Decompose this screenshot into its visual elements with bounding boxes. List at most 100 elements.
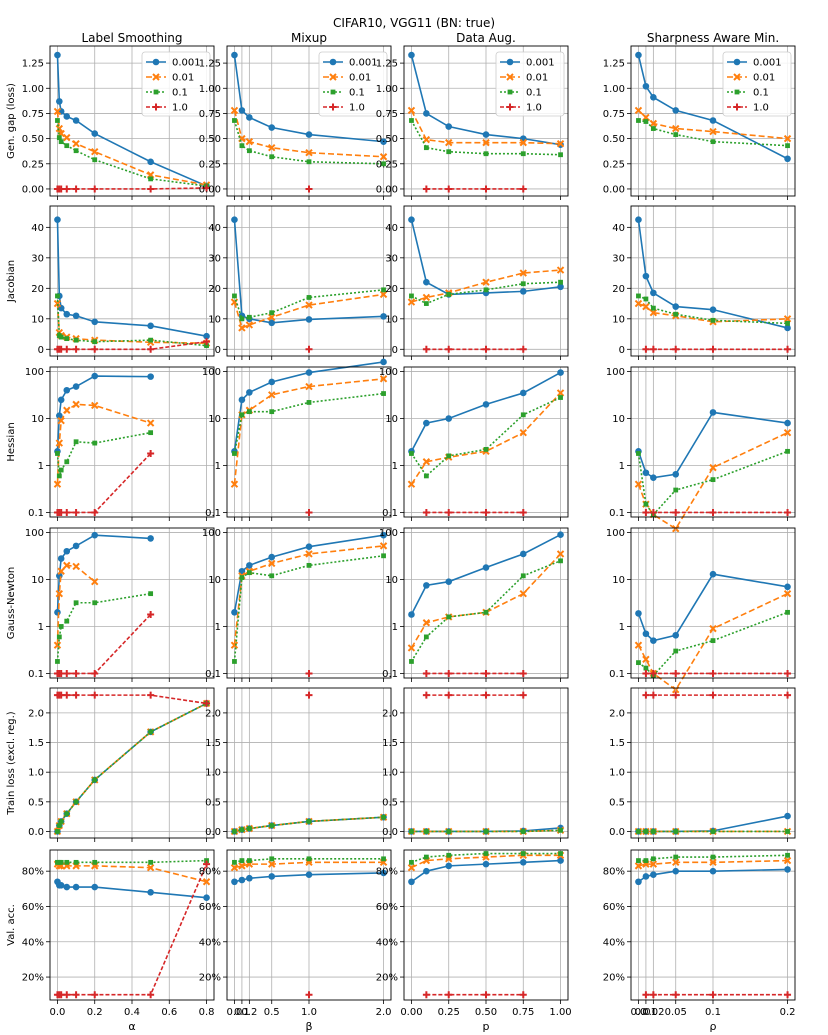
series-point-1.0 xyxy=(72,669,80,677)
series-point-0.1 xyxy=(204,858,209,863)
series-point-0.001 xyxy=(784,155,791,163)
y-tick-label: 1 xyxy=(38,461,44,472)
series-point-0.1 xyxy=(636,293,641,299)
series-point-0.1 xyxy=(636,451,641,456)
subplot-r2-c2: 0.1 1 10 100 xyxy=(379,366,569,521)
series-point-0.1 xyxy=(232,451,237,456)
series-point-0.01 xyxy=(72,400,80,409)
y-tick-label: 1.00 xyxy=(22,84,44,95)
series-point-0.01 xyxy=(649,308,658,317)
y-tick-label: 80% xyxy=(376,867,398,878)
y-tick-label: 0.1 xyxy=(609,508,625,519)
series-point-1.0 xyxy=(784,691,792,699)
y-tick-label: 20% xyxy=(376,973,398,984)
series-point-0.1 xyxy=(239,143,245,149)
legend-box xyxy=(318,51,388,117)
series-point-0.001 xyxy=(784,583,791,591)
series-point-0.1 xyxy=(520,573,526,579)
series-point-0.01 xyxy=(649,860,658,868)
series-point-0.001 xyxy=(519,389,527,397)
series-point-0.001 xyxy=(423,419,430,427)
series-point-0.1 xyxy=(636,858,641,863)
series-point-0.01 xyxy=(245,137,254,146)
subplot-r5-c3: 0.00.010.02 0.05 0.1 0.2 20% 40% 60% 80% ρ xyxy=(603,849,795,1033)
series-point-0.01 xyxy=(634,641,643,649)
y-tick-label: 1.0 xyxy=(28,768,44,779)
legend-marker xyxy=(507,89,513,95)
series-point-0.001 xyxy=(147,373,154,380)
series-point-1.0 xyxy=(305,508,313,516)
series-point-0.01 xyxy=(407,644,416,652)
series-point-0.1 xyxy=(558,395,563,400)
legend-label: 0.1 xyxy=(172,88,188,99)
series-point-0.01 xyxy=(642,655,650,664)
series-point-0.01 xyxy=(57,567,65,575)
series-point-0.01 xyxy=(230,106,239,115)
series-point-0.1 xyxy=(55,659,60,664)
y-tick-label: 0 xyxy=(619,345,625,356)
series-point-1.0 xyxy=(203,338,211,346)
series-point-0.1 xyxy=(520,829,526,834)
series-point-0.01 xyxy=(422,619,431,627)
y-tick-label: 30 xyxy=(31,253,44,264)
y-tick-label: 1.25 xyxy=(22,59,44,70)
x-tick-label: 0.01 xyxy=(635,1007,657,1018)
y-tick-label: 10 xyxy=(612,314,625,325)
series-point-0.1 xyxy=(56,473,62,479)
series-point-0.001 xyxy=(63,310,71,318)
axes-frame xyxy=(403,45,569,197)
axes-frame xyxy=(49,687,215,839)
y-tick-label: 40% xyxy=(199,937,221,948)
axes-frame xyxy=(630,527,796,679)
series-point-1.0 xyxy=(649,669,657,677)
y-tick-label: 0.50 xyxy=(22,134,44,145)
subplot-r1-c2: 0 10 20 30 40 xyxy=(385,205,569,360)
y-tick-label: 40% xyxy=(603,937,625,948)
series-point-1.0 xyxy=(642,345,650,353)
series-point-0.1 xyxy=(269,154,275,160)
series-point-1.0 xyxy=(672,345,680,353)
series-point-0.1 xyxy=(650,305,656,311)
series-point-0.001 xyxy=(380,313,387,320)
series-point-0.1 xyxy=(650,856,656,862)
y-tick-label: 1.00 xyxy=(376,84,398,95)
axes-frame xyxy=(630,205,796,357)
series-point-0.001 xyxy=(72,542,80,550)
y-tick-label: 1.5 xyxy=(609,738,625,749)
legend-label: 0.01 xyxy=(753,73,775,84)
series-point-0.01 xyxy=(55,439,64,447)
series-point-0.1 xyxy=(423,473,429,479)
series-point-0.01 xyxy=(146,863,155,872)
series-point-1.0 xyxy=(709,691,717,699)
series-point-0.001 xyxy=(709,867,717,875)
series-point-0.001 xyxy=(445,123,453,130)
series-point-0.01 xyxy=(709,463,717,472)
series-point-0.1 xyxy=(409,293,414,299)
series-point-0.01 xyxy=(230,641,239,649)
y-tick-label: 20 xyxy=(208,284,221,295)
series-point-0.1 xyxy=(643,119,649,124)
series-line-0.01 xyxy=(56,403,151,485)
series-point-1.0 xyxy=(445,345,453,353)
series-point-0.001 xyxy=(642,82,650,90)
series-point-0.01 xyxy=(407,298,416,306)
series-point-0.001 xyxy=(482,860,490,868)
series-point-0.1 xyxy=(423,634,429,640)
x-tick-label: 0.02 xyxy=(642,1007,664,1018)
x-tick-label: 0.5 xyxy=(264,1007,280,1018)
series-point-1.0 xyxy=(445,508,453,516)
series-point-1.0 xyxy=(642,691,650,699)
y-tick-label: 60% xyxy=(376,902,398,913)
series-point-0.001 xyxy=(709,570,717,578)
series-line-0.01 xyxy=(233,110,384,158)
subplot-r5-c1: 0.00.10.2 0.5 1.0 2.0 20% 40% 60% 80% β xyxy=(199,849,391,1033)
series-point-1.0 xyxy=(72,691,80,699)
y-tick-label: 80% xyxy=(22,867,44,878)
series-point-1.0 xyxy=(422,185,430,193)
y-tick-label: 10 xyxy=(385,314,398,325)
y-tick-label: 30 xyxy=(612,253,625,264)
series-point-1.0 xyxy=(709,345,717,353)
series-point-1.0 xyxy=(672,991,680,999)
series-point-1.0 xyxy=(147,691,155,699)
series-point-1.0 xyxy=(91,669,99,677)
